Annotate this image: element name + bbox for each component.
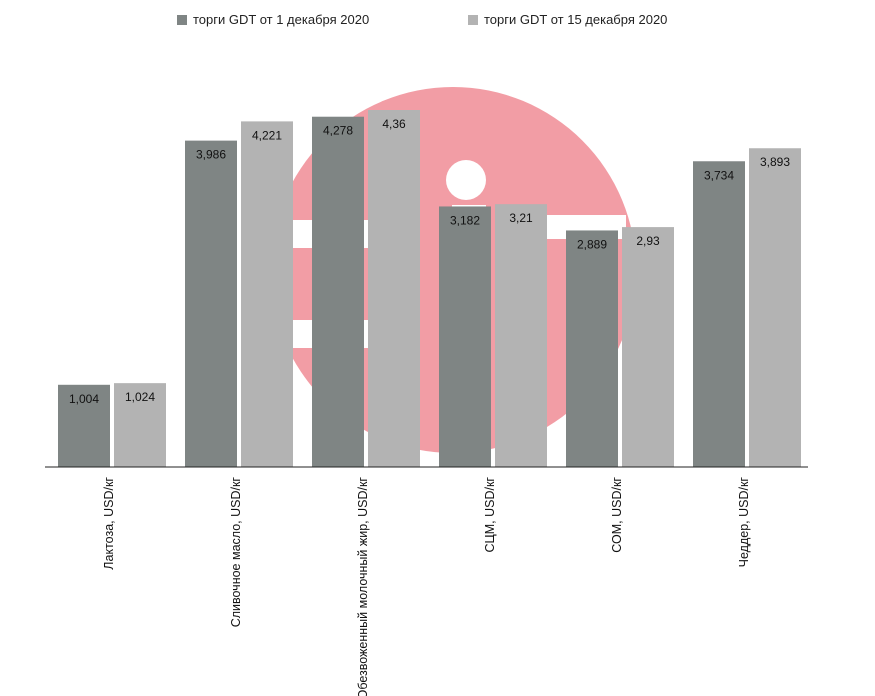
- x-tick-label-2: Сливочное масло, USD/кг: [229, 477, 243, 628]
- bar-series-1-cat-1: [58, 384, 110, 467]
- data-label-series-1-cat-3: 4,278: [323, 124, 353, 138]
- data-label-series-2-cat-1: 1,024: [125, 390, 155, 404]
- data-label-series-2-cat-3: 4,36: [382, 117, 406, 131]
- x-tick-label-1: Лактоза, USD/кг: [102, 477, 116, 570]
- bar-series-2-cat-6: [749, 148, 801, 468]
- bar-series-2-cat-4: [495, 204, 547, 467]
- data-label-series-1-cat-6: 3,734: [704, 168, 734, 182]
- legend-swatch-series-1: [177, 15, 187, 25]
- legend-swatch-series-2: [468, 15, 478, 25]
- x-tick-label-5: СОМ, USD/кг: [610, 477, 624, 553]
- bars: 1,004 1,024 3,986 4,221 4,278 4,36 3,182 3,21 2,…: [58, 110, 801, 468]
- x-tick-label-4: СЦМ, USD/кг: [483, 477, 497, 553]
- legend: торги GDT от 1 декабря 2020 торги GDT от…: [177, 12, 667, 27]
- bar-series-2-cat-1: [114, 383, 166, 467]
- bar-series-2-cat-3: [368, 110, 420, 467]
- data-label-series-1-cat-4: 3,182: [450, 213, 480, 227]
- data-label-series-2-cat-4: 3,21: [509, 211, 533, 225]
- bar-series-1-cat-3: [312, 116, 364, 467]
- legend-label-series-1: торги GDT от 1 декабря 2020: [193, 12, 369, 27]
- bar-series-1-cat-5: [566, 230, 618, 467]
- x-tick-label-3: Обезвоженный молочный жир, USD/кг: [356, 477, 370, 696]
- data-label-series-1-cat-5: 2,889: [577, 237, 607, 251]
- bar-series-2-cat-2: [241, 121, 293, 468]
- bar-series-1-cat-4: [439, 206, 491, 467]
- data-label-series-1-cat-2: 3,986: [196, 148, 226, 162]
- data-label-series-1-cat-1: 1,004: [69, 392, 99, 406]
- legend-label-series-2: торги GDT от 15 декабря 2020: [484, 12, 667, 27]
- data-label-series-2-cat-2: 4,221: [252, 128, 282, 142]
- bar-series-2-cat-5: [622, 227, 674, 467]
- data-label-series-2-cat-5: 2,93: [636, 234, 660, 248]
- bar-series-1-cat-6: [693, 161, 745, 468]
- bar-series-1-cat-2: [185, 140, 237, 467]
- x-tick-label-6: Чеддер, USD/кг: [737, 477, 751, 568]
- data-label-series-2-cat-6: 3,893: [760, 155, 790, 169]
- x-axis-tick-labels: Лактоза, USD/кг Сливочное масло, USD/кг Об…: [102, 477, 751, 696]
